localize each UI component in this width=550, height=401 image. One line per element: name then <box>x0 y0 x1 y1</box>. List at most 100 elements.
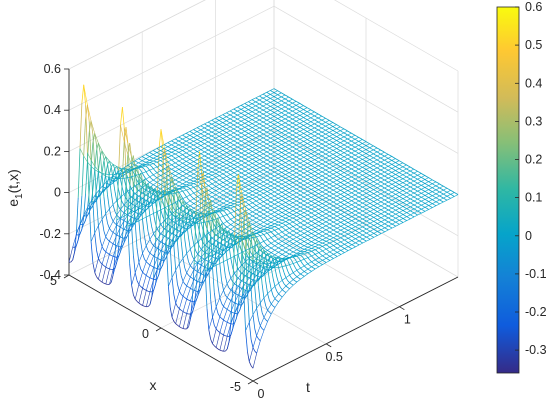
surface-line <box>257 182 261 185</box>
surface-line <box>212 237 215 240</box>
surface-line <box>211 159 215 162</box>
surface-line <box>342 179 345 181</box>
surface-line <box>173 165 176 168</box>
surface-line <box>395 186 398 188</box>
surface-line <box>255 205 259 208</box>
surface-line <box>186 189 189 193</box>
surface-line <box>226 148 229 151</box>
surface-line <box>251 139 255 141</box>
surface-line <box>327 206 330 209</box>
surface-line <box>268 160 271 163</box>
surface-line <box>189 159 193 161</box>
surface-line <box>283 184 286 187</box>
surface-line <box>278 233 281 236</box>
surface-line <box>353 197 356 200</box>
surface-line <box>365 188 369 191</box>
surface-line <box>404 203 407 206</box>
surface-line <box>288 128 291 131</box>
surface-line <box>329 163 332 166</box>
surface-line <box>325 221 329 224</box>
surface-line <box>400 221 404 223</box>
grid-line <box>273 47 459 154</box>
surface-line <box>338 224 341 227</box>
surface-line <box>263 247 266 250</box>
surface-line <box>400 161 404 164</box>
surface-line <box>237 209 240 212</box>
surface-line <box>305 181 308 184</box>
surface-line <box>305 272 309 275</box>
surface-line <box>252 211 255 214</box>
surface-line <box>336 251 340 254</box>
surface-line <box>246 171 249 174</box>
surface-line <box>278 251 281 254</box>
surface-line <box>360 233 364 236</box>
surface-line <box>351 224 354 227</box>
surface-line <box>276 231 279 235</box>
surface-line <box>215 198 218 201</box>
surface-line <box>145 178 149 182</box>
surface-line <box>204 163 207 166</box>
surface-line <box>257 138 260 141</box>
surface-line <box>273 88 277 91</box>
surface-line <box>187 166 191 168</box>
surface-line <box>184 151 187 154</box>
surface-line <box>149 182 152 184</box>
surface-line <box>344 216 347 218</box>
surface-line <box>318 189 321 192</box>
surface-line <box>322 246 325 249</box>
surface-line <box>336 168 339 170</box>
surface-line <box>252 207 255 210</box>
surface-line <box>421 200 424 203</box>
surface-line <box>277 181 281 184</box>
surface-line <box>302 263 305 267</box>
surface-line <box>108 166 112 175</box>
surface-line <box>233 108 236 111</box>
t-axis-line <box>252 276 459 382</box>
surface-line <box>226 176 229 178</box>
surface-line <box>330 156 334 159</box>
surface-line <box>222 215 226 220</box>
surface-line <box>411 195 415 198</box>
surface-line <box>261 208 264 211</box>
surface-line <box>266 123 269 126</box>
surface-line <box>156 211 160 220</box>
surface-line <box>318 209 321 211</box>
surface-line <box>298 181 301 184</box>
surface-line <box>276 300 279 303</box>
surface-line <box>298 277 301 280</box>
surface-line <box>280 244 283 246</box>
surface-line <box>237 277 241 280</box>
surface-line <box>437 182 440 185</box>
surface-line <box>265 194 268 196</box>
surface-line <box>292 221 296 224</box>
surface-line <box>217 214 220 218</box>
surface-line <box>180 189 184 192</box>
surface-line <box>347 222 351 224</box>
surface-line <box>371 212 374 214</box>
surface-line <box>364 231 367 234</box>
surface-line <box>253 156 257 158</box>
surface-line <box>294 258 298 263</box>
surface-line <box>307 218 310 221</box>
surface-line <box>235 213 239 216</box>
surface-line <box>167 142 170 145</box>
surface-line <box>332 153 336 156</box>
surface-line <box>212 256 215 259</box>
surface-line <box>367 221 371 224</box>
surface-line <box>321 183 325 186</box>
surface-line <box>358 148 361 151</box>
surface-line <box>307 235 310 237</box>
surface-line <box>248 101 251 104</box>
surface-line <box>261 245 265 249</box>
surface-line <box>279 174 283 177</box>
surface-line <box>178 136 181 139</box>
surface-line <box>292 126 295 129</box>
surface-line <box>248 213 252 216</box>
surface-line <box>239 171 242 174</box>
surface-line <box>208 157 211 160</box>
surface-line <box>364 195 367 198</box>
surface-line <box>312 222 316 224</box>
surface-line <box>180 174 183 177</box>
surface-line <box>393 224 397 227</box>
surface-line <box>308 164 312 166</box>
